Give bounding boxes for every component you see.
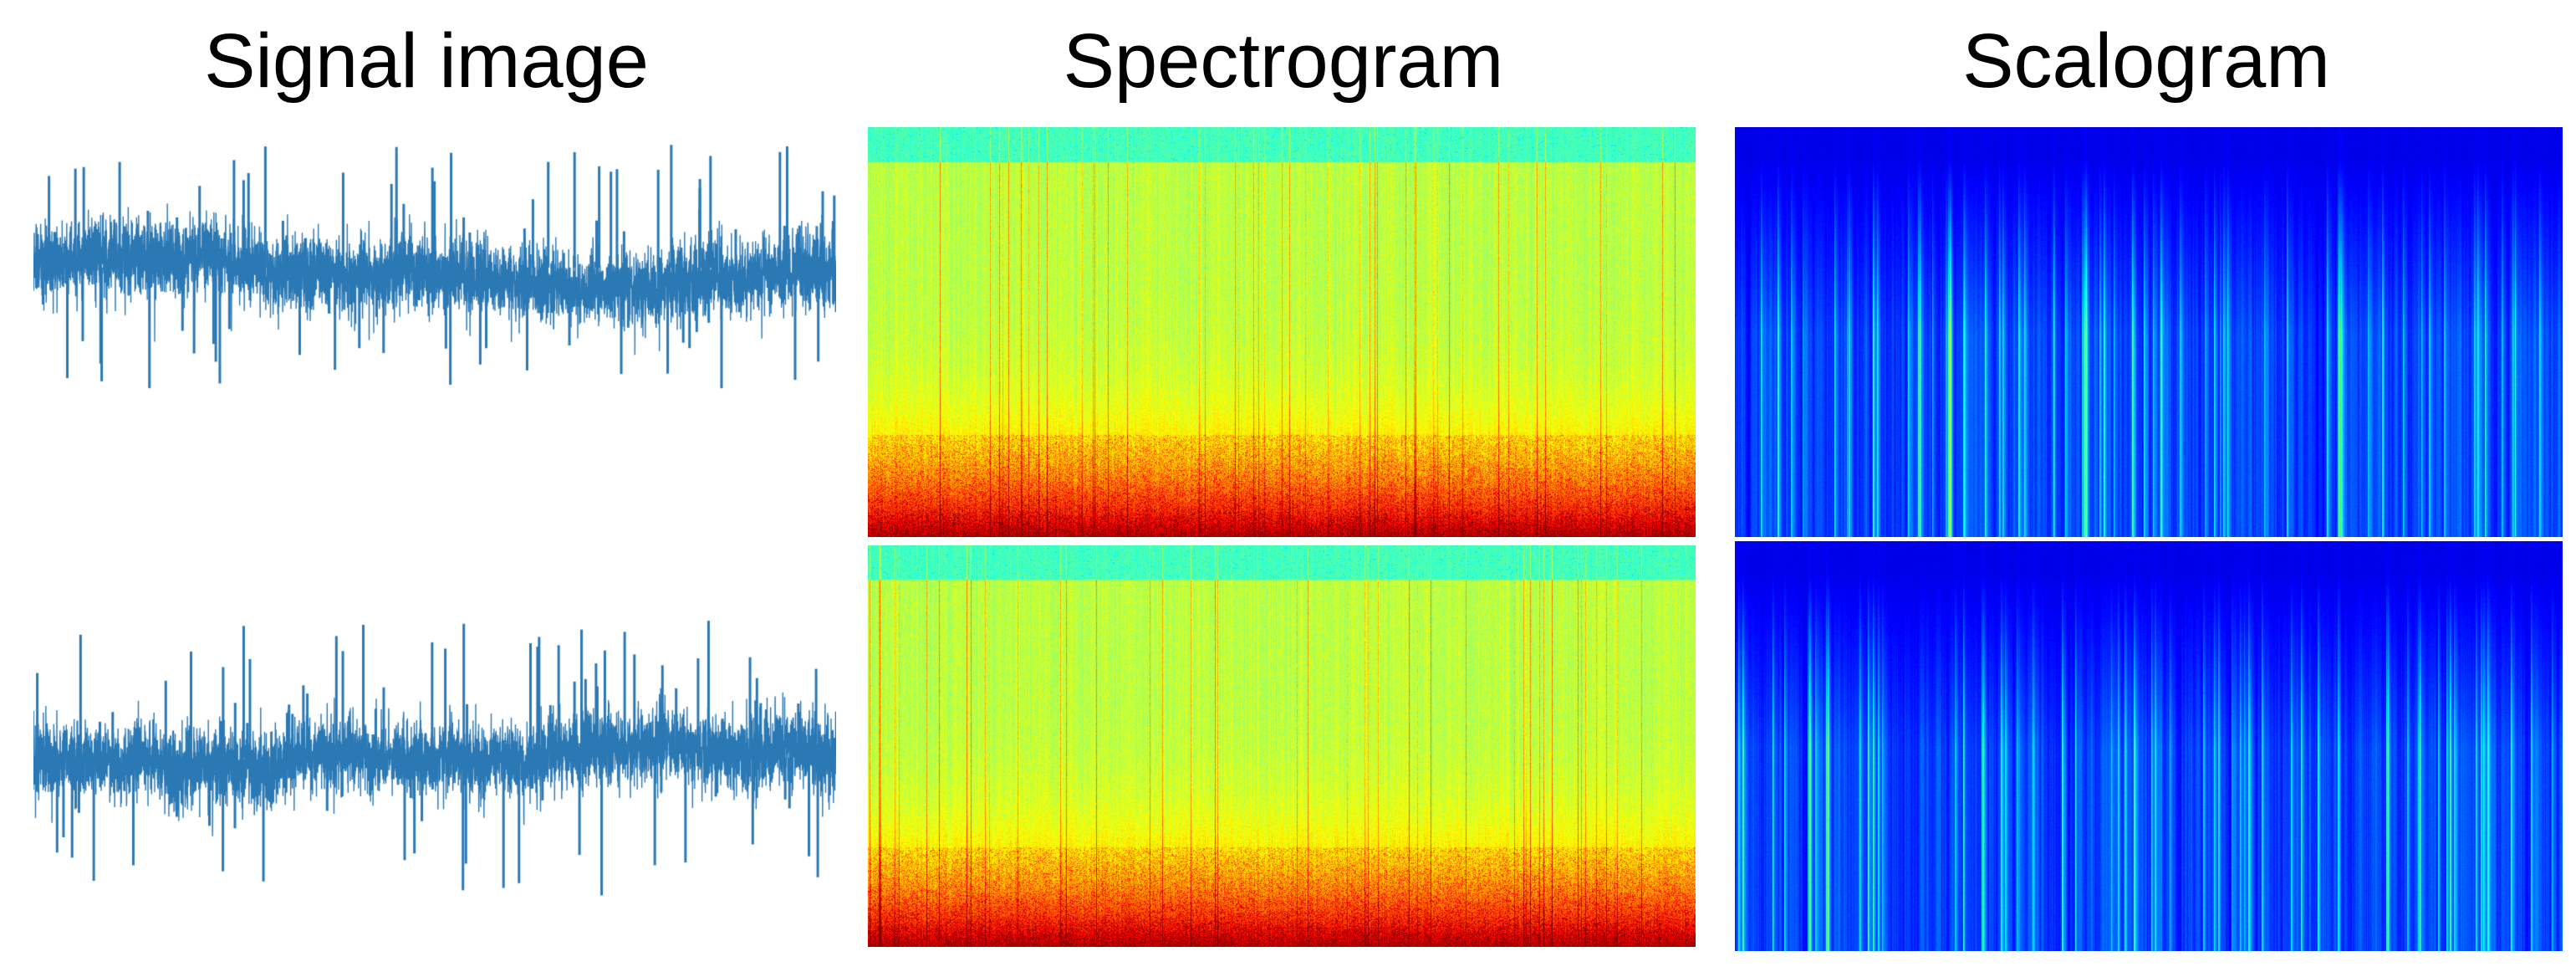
scalogram-title: Scalogram [1962, 18, 2330, 104]
signal-image-title: Signal image [204, 18, 649, 104]
signal-waveform-top [33, 134, 836, 527]
spectrogram-panel [868, 127, 1696, 947]
scalogram-panel [1735, 127, 2563, 951]
spectrogram-image-top [868, 127, 1696, 537]
scalogram-image-bottom [1735, 541, 2563, 951]
scalogram-image-top [1735, 127, 2563, 537]
spectrogram-title: Spectrogram [1063, 18, 1504, 104]
signal-waveform-bottom [33, 527, 836, 970]
signal-image-panel [33, 134, 836, 970]
spectrogram-image-bottom [868, 545, 1696, 947]
